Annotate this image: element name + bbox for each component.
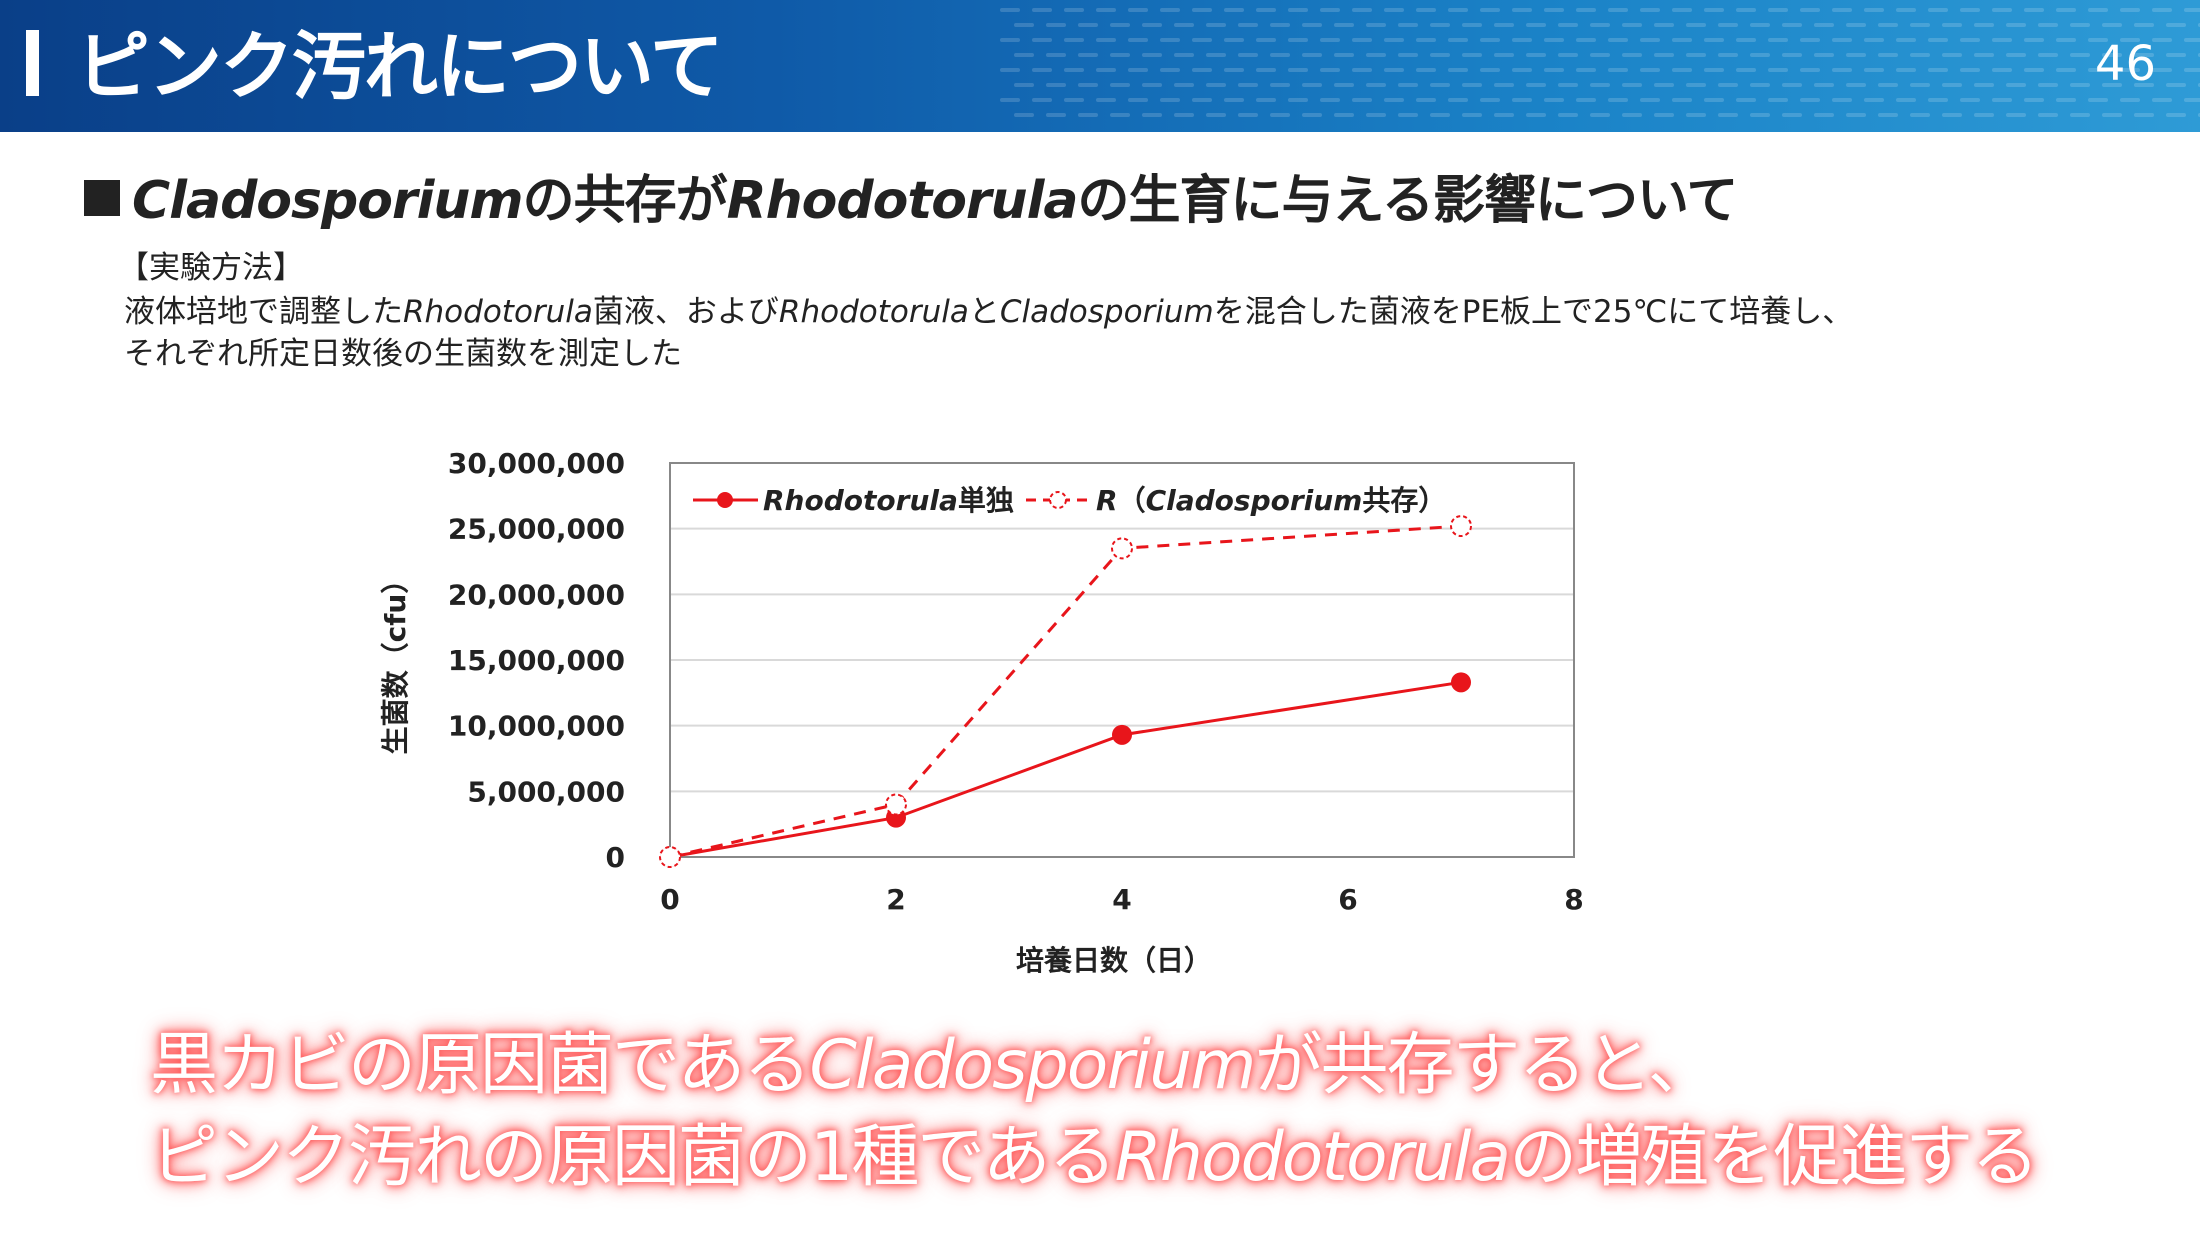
slide-title: ピンク汚れについて: [76, 24, 724, 110]
legend-marker-2: [1049, 491, 1067, 509]
square-bullet-icon: [84, 180, 120, 216]
slide-header: ピンク汚れについて 46: [0, 0, 2200, 132]
plot-area-frame: [669, 462, 1575, 858]
section-heading: Cladosporiumの共存がRhodotorulaの生育に与える影響について: [84, 166, 1738, 236]
chart-legend: Rhodotorula単独 R（Cladosporium共存）: [693, 484, 1446, 517]
method-line-2: それぞれ所定日数後の生菌数を測定した: [124, 336, 682, 372]
conclusion-callout: 黒カビの原因菌であるCladosporiumが共存すると、 ピンク汚れの原因菌の…: [150, 1020, 2039, 1204]
legend-label-2: R（Cladosporium共存）: [1096, 484, 1446, 517]
y-tick-label: 10,000,000: [448, 710, 625, 743]
y-tick-label: 5,000,000: [467, 775, 625, 808]
x-tick-label: 0: [660, 883, 679, 916]
data-point: [1111, 537, 1133, 560]
series-line-2: [669, 524, 1462, 859]
y-tick-label: 20,000,000: [448, 578, 625, 611]
method-description: 液体培地で調整したRhodotorula菌液、およびRhodotorulaとCl…: [124, 291, 2024, 375]
data-point: [885, 793, 907, 816]
data-point: [1450, 515, 1472, 538]
x-axis-label: 培養日数（日）: [1016, 944, 1212, 977]
y-tick-label: 0: [606, 841, 625, 874]
conclusion-line-1: 黒カビの原因菌であるCladosporiumが共存すると、: [150, 1026, 1716, 1105]
line-chart: 0 5,000,000 10,000,000 15,000,000 20,000,000…: [379, 447, 1584, 977]
method-label: 【実験方法】: [118, 250, 304, 286]
data-point: [1451, 672, 1471, 693]
x-tick-label: 4: [1112, 883, 1131, 916]
y-tick-label: 30,000,000: [448, 447, 625, 480]
conclusion-line-2: ピンク汚れの原因菌の1種であるRhodotorulaの増殖を促進する: [150, 1118, 2039, 1197]
header-stripe-pattern: [1000, 8, 2200, 117]
method-line-1: 液体培地で調整したRhodotorula菌液、およびRhodotorulaとCl…: [124, 294, 1854, 330]
legend-label-1: Rhodotorula単独: [763, 484, 1014, 517]
series-line-1: [669, 680, 1462, 859]
data-point: [659, 846, 681, 868]
x-tick-label: 8: [1564, 883, 1583, 916]
legend-marker-1: [717, 492, 733, 508]
x-tick-label: 6: [1338, 883, 1357, 916]
y-tick-label: 25,000,000: [448, 513, 625, 546]
header-accent-bar: [26, 30, 39, 96]
y-tick-label: 15,000,000: [448, 644, 625, 677]
y-axis-label: 生菌数（cfu）: [379, 566, 412, 755]
page-number: 46: [2094, 36, 2156, 92]
x-tick-label: 2: [886, 883, 905, 916]
data-point: [1112, 724, 1132, 745]
